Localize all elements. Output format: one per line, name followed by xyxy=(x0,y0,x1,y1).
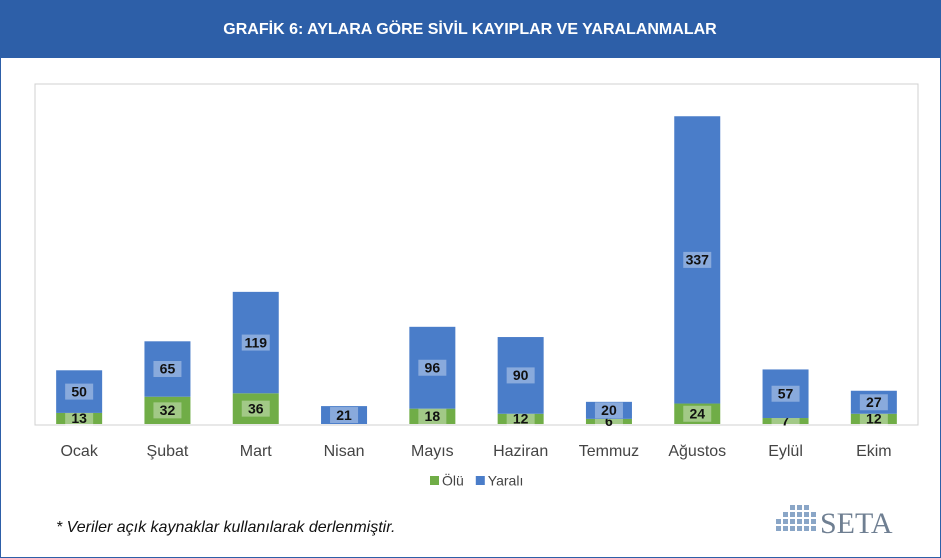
bar-segment xyxy=(850,413,897,424)
x-tick-label: Ekim xyxy=(856,443,892,460)
bar-segment xyxy=(232,291,279,394)
plot-area xyxy=(34,83,919,426)
data-label: 96 xyxy=(425,359,441,375)
data-label: 57 xyxy=(778,385,794,401)
bar-segment xyxy=(56,412,103,424)
bar-segment xyxy=(321,406,368,424)
data-label-bg xyxy=(594,402,623,419)
x-tick-label: Haziran xyxy=(493,443,548,460)
data-label: 21 xyxy=(336,407,352,423)
x-tick-label: Eylül xyxy=(768,443,803,460)
x-tick-label: Ağustos xyxy=(668,443,726,460)
data-label-bg xyxy=(418,359,447,376)
bar-segment xyxy=(409,408,456,424)
data-label: 27 xyxy=(866,394,882,410)
data-label: 337 xyxy=(686,252,710,268)
data-label-bg xyxy=(506,410,535,427)
data-label: 13 xyxy=(71,410,87,426)
legend-label: Ölü xyxy=(442,472,464,489)
data-label: 6 xyxy=(605,413,613,429)
data-label: 18 xyxy=(425,408,441,424)
data-label: 20 xyxy=(601,402,617,418)
bar-segment xyxy=(56,370,103,413)
data-label: 90 xyxy=(513,367,529,383)
bar-segment xyxy=(497,413,544,424)
bar-segment xyxy=(144,341,191,397)
logo-grid xyxy=(776,505,816,531)
data-label-bg xyxy=(683,251,712,268)
data-label: 24 xyxy=(689,405,705,421)
legend-label: Yaralı xyxy=(488,473,524,489)
chart-title: GRAFİK 6: AYLARA GÖRE SİVİL KAYIPLAR VE … xyxy=(223,19,717,38)
bar-segment xyxy=(674,116,721,404)
data-label-bg xyxy=(683,405,712,422)
bar-segment xyxy=(585,401,632,419)
legend-swatch xyxy=(430,476,439,485)
data-label-bg xyxy=(418,408,447,425)
data-label-bg xyxy=(65,410,94,427)
data-label-bg xyxy=(506,367,535,384)
bar-segment xyxy=(409,326,456,409)
data-label: 50 xyxy=(71,383,87,399)
header-bar xyxy=(0,0,941,58)
x-tick-label: Ocak xyxy=(60,443,98,460)
data-label-bg xyxy=(330,407,359,424)
x-tick-label: Şubat xyxy=(147,443,189,460)
bar-segment xyxy=(762,369,809,419)
bar-segment xyxy=(144,396,191,424)
data-label-bg xyxy=(859,394,888,411)
x-tick-label: Temmuz xyxy=(579,443,639,460)
x-tick-label: Nisan xyxy=(324,443,365,460)
data-label-bg xyxy=(65,383,94,400)
bar-segment xyxy=(232,393,279,424)
logo-text: SETA xyxy=(820,507,893,540)
bar-segment xyxy=(497,337,544,414)
x-tick-label: Mayıs xyxy=(411,443,454,460)
bar-segment xyxy=(762,418,809,424)
data-label: 12 xyxy=(866,411,882,427)
data-label-bg xyxy=(859,410,888,427)
data-label-bg xyxy=(771,385,800,402)
data-label-bg xyxy=(241,334,270,351)
data-label: 65 xyxy=(160,361,176,377)
bar-segment xyxy=(850,390,897,414)
data-label: 36 xyxy=(248,400,264,416)
legend-swatch xyxy=(475,476,485,485)
data-label-bg xyxy=(241,400,270,417)
bar-segment xyxy=(585,418,632,424)
data-label: 32 xyxy=(160,402,176,418)
data-label-bg xyxy=(153,402,182,419)
x-tick-label: Mart xyxy=(240,443,273,460)
data-label: 7 xyxy=(782,413,790,429)
bar-segment xyxy=(674,403,721,424)
footnote: * Veriler açık kaynaklar kullanılarak de… xyxy=(56,519,395,536)
data-label: 119 xyxy=(244,334,267,350)
data-label-bg xyxy=(153,361,182,378)
data-label: 12 xyxy=(513,411,529,427)
